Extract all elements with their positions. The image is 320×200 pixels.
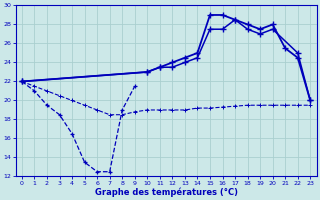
X-axis label: Graphe des températures (°C): Graphe des températures (°C) [95, 187, 237, 197]
